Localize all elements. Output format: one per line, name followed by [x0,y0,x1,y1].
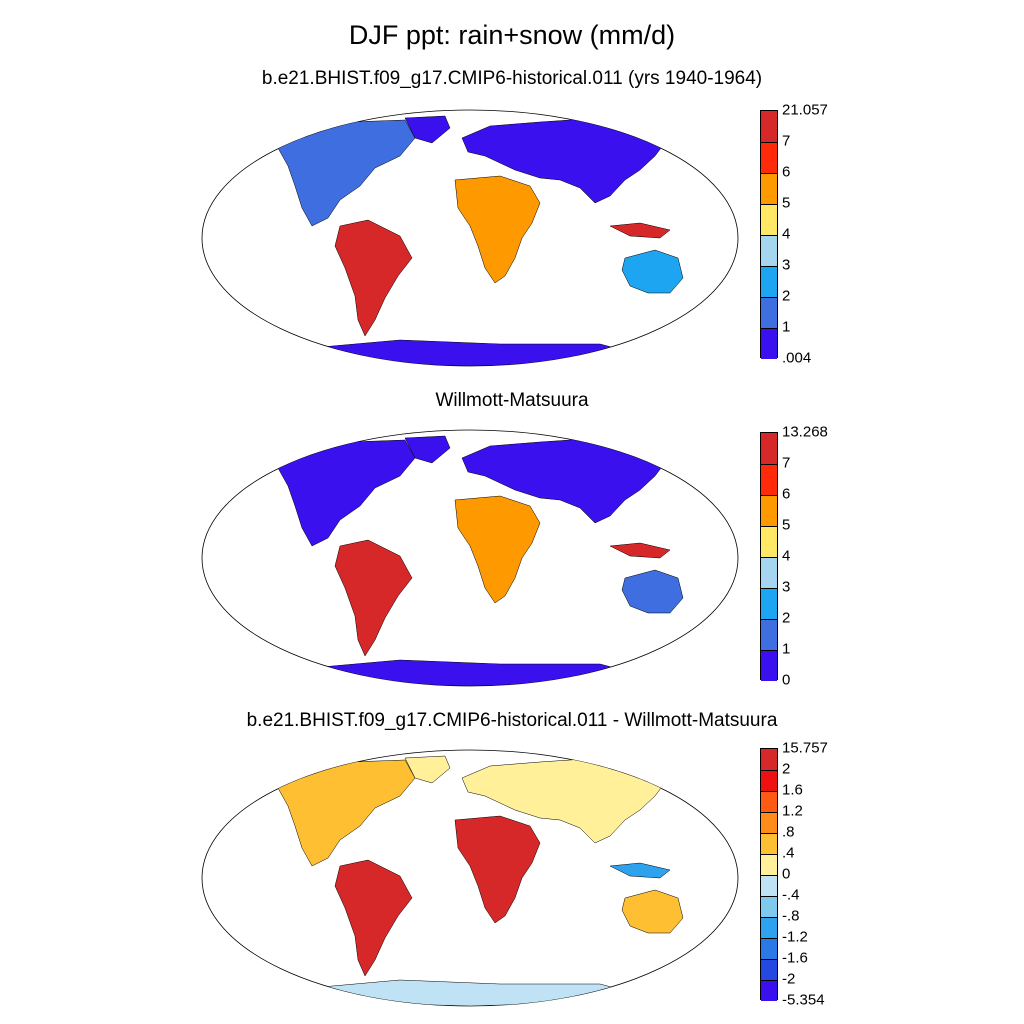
colorbar-swatch [761,328,777,359]
colorbar-swatch [761,464,777,495]
colorbar-swatch [761,791,777,812]
colorbar-tick-label: 7 [782,454,791,472]
panel-1-title: b.e21.BHIST.f09_g17.CMIP6-historical.011… [261,68,763,89]
panel-1-map [201,109,739,367]
colorbar-swatch [761,266,777,297]
colorbar-tick-label: -2 [782,970,796,988]
panel-3-globe [201,749,739,1007]
antarctica-region [309,339,631,366]
africa-region [454,495,541,604]
colorbar-swatch [761,833,777,854]
colorbar-swatch [761,650,777,681]
panel-2-map [201,429,739,687]
colorbar-swatch [761,938,777,959]
colorbar-tick-label: 0 [782,671,791,689]
namerica-region [274,439,416,547]
panel-3-colorbar [760,748,778,1001]
panel-2-title: Willmott-Matsuura [435,390,589,411]
panel-2-globe [201,429,739,687]
colorbar-tick-label: -1.2 [782,928,808,946]
namerica-region [274,759,416,867]
colorbar-tick-label: 5 [782,516,791,534]
colorbar-tick-label: 1.6 [782,781,803,799]
colorbar-tick-label: -1.6 [782,949,808,967]
colorbar-tick-label: .8 [782,823,795,841]
colorbar-tick-label: -.8 [782,907,800,925]
colorbar-tick-label: 1.2 [782,802,803,820]
colorbar-tick-label: 6 [782,485,791,503]
colorbar-tick-label: 13.268 [782,423,828,441]
colorbar-tick-label: 2 [782,287,791,305]
colorbar-tick-label: 3 [782,256,791,274]
colorbar-tick-label: 1 [782,640,791,658]
colorbar-swatch [761,297,777,328]
colorbar-swatch [761,235,777,266]
indonesia-region [609,542,671,559]
colorbar-swatch [761,588,777,619]
greenland-region [404,115,451,144]
colorbar-swatch [761,959,777,980]
colorbar-tick-label: 7 [782,132,791,150]
colorbar-swatch [761,875,777,896]
panel-1-colorbar [760,110,778,359]
africa-region [454,175,541,284]
colorbar-tick-label: -.4 [782,886,800,904]
colorbar-tick-label: 4 [782,225,791,243]
colorbar-swatch [761,142,777,173]
colorbar-swatch [761,204,777,235]
panel-3-title: b.e21.BHIST.f09_g17.CMIP6-historical.011… [246,710,778,731]
colorbar-tick-label: 3 [782,578,791,596]
australia-region [621,569,684,614]
panel-2-colorbar [760,432,778,681]
colorbar-tick-label: .004 [782,349,812,367]
panel-3-map [201,749,739,1007]
figure-title: DJF ppt: rain+snow (mm/d) [348,20,676,50]
indonesia-region [609,222,671,239]
australia-region [621,249,684,294]
panel-1-globe [201,109,739,367]
greenland-region [404,755,451,784]
colorbar-tick-label: .4 [782,844,795,862]
samerica-region [334,539,413,657]
indonesia-region [609,862,671,879]
antarctica-region [309,659,631,686]
colorbar-swatch [761,854,777,875]
colorbar-tick-label: 0 [782,865,791,883]
colorbar-swatch [761,917,777,938]
colorbar-tick-label: 15.757 [782,739,828,757]
colorbar-swatch [761,619,777,650]
colorbar-tick-label: 2 [782,760,791,778]
colorbar-swatch [761,896,777,917]
samerica-region [334,859,413,977]
colorbar-swatch [761,526,777,557]
colorbar-swatch [761,111,777,142]
colorbar-tick-label: 21.057 [782,101,828,119]
colorbar-swatch [761,812,777,833]
samerica-region [334,219,413,337]
namerica-region [274,119,416,227]
colorbar-swatch [761,749,777,770]
colorbar-tick-label: 4 [782,547,791,565]
colorbar-tick-label: 2 [782,609,791,627]
colorbar-swatch [761,557,777,588]
australia-region [621,889,684,934]
colorbar-swatch [761,770,777,791]
africa-region [454,815,541,924]
colorbar-tick-label: 1 [782,318,791,336]
colorbar-tick-label: -5.354 [782,991,825,1009]
colorbar-swatch [761,495,777,526]
colorbar-swatch [761,980,777,1001]
colorbar-tick-label: 6 [782,163,791,181]
colorbar-swatch [761,173,777,204]
colorbar-tick-label: 5 [782,194,791,212]
greenland-region [404,435,451,464]
antarctica-region [309,979,631,1006]
colorbar-swatch [761,433,777,464]
